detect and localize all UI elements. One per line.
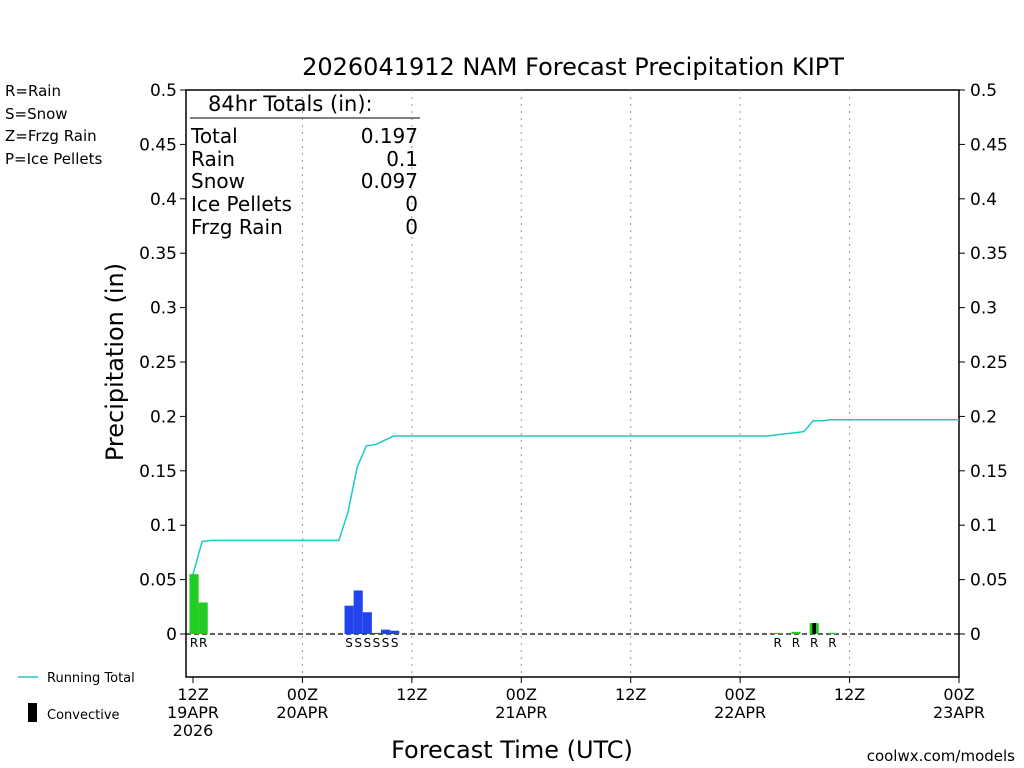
precip-type-label-4: S xyxy=(364,636,372,650)
totals-header: 84hr Totals (in): xyxy=(208,92,373,116)
y-tick-label-left-6: 0.3 xyxy=(150,299,177,319)
totals-label-rain: Rain xyxy=(191,147,235,171)
x-tick-label-1-2: 20APR xyxy=(276,703,328,722)
precip-bar-5 xyxy=(371,632,381,634)
y-tick-label-right-0: 0 xyxy=(970,625,981,645)
y-tick-label-right-5: 0.25 xyxy=(970,353,1008,373)
running-total-legend-label: Running Total xyxy=(47,671,135,686)
precip-bar-2 xyxy=(344,605,354,634)
x-tick-label-3-2: 21APR xyxy=(495,703,547,722)
precip-bar-8 xyxy=(773,632,783,634)
precip-type-label-9: R xyxy=(792,636,800,650)
precip-type-label-3: S xyxy=(354,636,362,650)
y-tick-label-right-4: 0.2 xyxy=(970,407,997,427)
y-tick-label-left-0: 0 xyxy=(166,625,177,645)
x-tick-label-1-1: 00Z xyxy=(287,685,318,704)
legend-rain: R=Rain xyxy=(5,82,61,100)
y-tick-label-right-2: 0.1 xyxy=(970,516,997,536)
precip-bar-0 xyxy=(189,574,199,634)
precip-type-label-0: R xyxy=(190,636,198,650)
precip-bar-9 xyxy=(791,631,801,634)
legend-frzg-rain: Z=Frzg Rain xyxy=(5,127,97,145)
y-tick-label-right-6: 0.3 xyxy=(970,299,997,319)
x-tick-label-2-1: 12Z xyxy=(396,685,427,704)
precip-type-label-8: R xyxy=(774,636,782,650)
legend-ice-pellets: P=Ice Pellets xyxy=(5,150,102,168)
precip-type-label-11: R xyxy=(828,636,836,650)
precip-type-label-2: S xyxy=(345,636,353,650)
totals-box: 84hr Totals (in): Total 0.197 Rain 0.1 S… xyxy=(190,92,420,239)
y-tick-label-left-5: 0.25 xyxy=(139,353,177,373)
precip-bar-6 xyxy=(381,629,391,634)
y-tick-label-left-2: 0.1 xyxy=(150,516,177,536)
y-tick-label-right-8: 0.4 xyxy=(970,190,997,210)
precip-bar-7 xyxy=(390,630,400,634)
totals-value-rain: 0.1 xyxy=(386,147,418,171)
precip-bar-3 xyxy=(353,590,363,634)
x-tick-label-4-1: 12Z xyxy=(615,685,646,704)
y-tick-label-left-9: 0.45 xyxy=(139,135,177,155)
convective-bar-10 xyxy=(812,623,816,634)
footer-credit: coolwx.com/models xyxy=(867,747,1015,765)
convective-legend-label: Convective xyxy=(47,708,120,723)
y-tick-label-left-10: 0.5 xyxy=(150,81,177,101)
precip-type-label-5: S xyxy=(373,636,381,650)
precip-bar-11 xyxy=(827,632,837,634)
y-axis-ticks: 0 00.05 0.050.1 0.10.15 0.150.2 0.20.25 0.250.… xyxy=(139,81,1008,645)
chart-title: 2026041912 NAM Forecast Precipitation KI… xyxy=(302,53,844,81)
y-tick-label-left-7: 0.35 xyxy=(139,244,177,264)
precip-type-label-7: S xyxy=(391,636,399,650)
precip-type-label-1: R xyxy=(199,636,207,650)
totals-value-total: 0.197 xyxy=(361,124,418,148)
x-tick-label-6-1: 12Z xyxy=(834,685,865,704)
x-tick-label-5-2: 22APR xyxy=(714,703,766,722)
y-tick-label-right-7: 0.35 xyxy=(970,244,1008,264)
precip-bars xyxy=(189,574,837,634)
x-tick-label-3-1: 00Z xyxy=(506,685,537,704)
precip-type-legend: R=Rain S=Snow Z=Frzg Rain P=Ice Pellets xyxy=(5,82,102,168)
x-tick-label-5-1: 00Z xyxy=(724,685,755,704)
y-tick-label-right-10: 0.5 xyxy=(970,81,997,101)
y-tick-label-right-9: 0.45 xyxy=(970,135,1008,155)
totals-value-snow: 0.097 xyxy=(361,169,418,193)
y-tick-label-left-8: 0.4 xyxy=(150,190,177,210)
x-axis-label: Forecast Time (UTC) xyxy=(391,736,633,764)
y-tick-label-left-4: 0.2 xyxy=(150,407,177,427)
precip-type-label-6: S xyxy=(382,636,390,650)
y-tick-label-left-3: 0.15 xyxy=(139,462,177,482)
y-tick-label-left-1: 0.05 xyxy=(139,571,177,591)
totals-label-ice-pellets: Ice Pellets xyxy=(191,192,292,216)
x-tick-label-0-2: 19APR xyxy=(167,703,219,722)
x-tick-label-0-3: 2026 xyxy=(173,721,214,740)
x-tick-label-7-2: 23APR xyxy=(933,703,985,722)
x-tick-label-0-1: 12Z xyxy=(177,685,208,704)
totals-value-ice-pellets: 0 xyxy=(405,192,418,216)
totals-value-frzg-rain: 0 xyxy=(405,215,418,239)
y-tick-label-right-1: 0.05 xyxy=(970,571,1008,591)
convective-legend-swatch xyxy=(28,703,37,722)
y-tick-label-right-3: 0.15 xyxy=(970,462,1008,482)
legend-snow: S=Snow xyxy=(5,105,68,123)
precip-bar-1 xyxy=(198,602,208,634)
totals-label-total: Total xyxy=(190,124,238,148)
totals-label-snow: Snow xyxy=(191,169,245,193)
series-legend: Running Total Convective xyxy=(18,671,135,723)
totals-label-frzg-rain: Frzg Rain xyxy=(191,215,283,239)
running-total-line xyxy=(192,418,959,575)
precip-type-label-10: R xyxy=(810,636,818,650)
y-axis-label: Precipitation (in) xyxy=(101,263,129,461)
precip-bar-4 xyxy=(362,612,372,634)
x-tick-label-7-1: 00Z xyxy=(943,685,974,704)
plot-frame xyxy=(185,89,960,678)
